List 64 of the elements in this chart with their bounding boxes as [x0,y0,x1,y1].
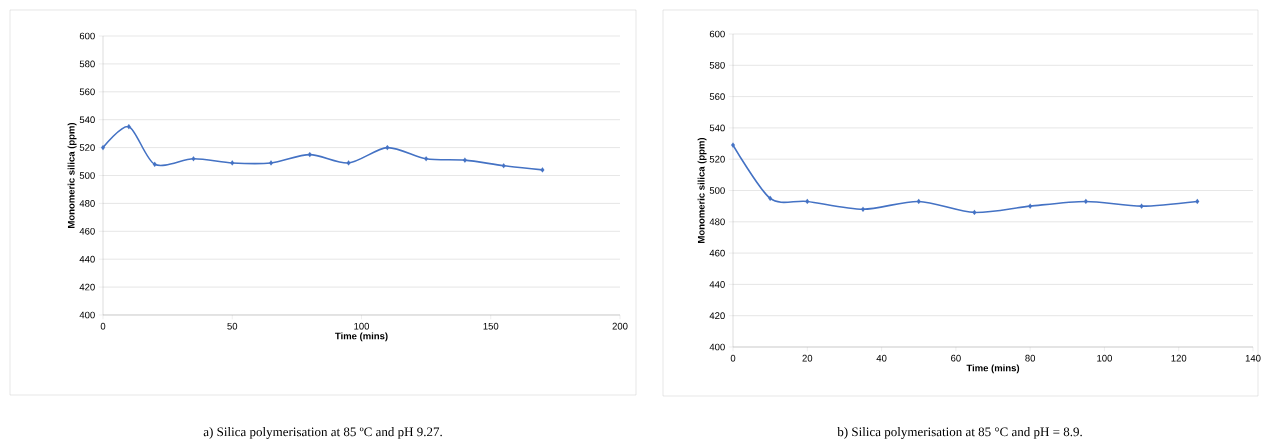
y-tick-label: 400 [709,343,725,351]
x-tick-label: 150 [483,322,499,330]
y-tick-label: 560 [79,88,95,96]
y-tick-label: 400 [79,311,95,319]
point [462,157,467,163]
point [540,167,545,173]
y-tick-label: 520 [709,155,725,163]
point [972,209,977,216]
y-tick-label: 500 [709,187,725,194]
point [916,198,921,205]
y-tick-label: 480 [709,218,725,226]
point [126,124,131,130]
point [861,206,866,212]
x-tick-label: 120 [1171,354,1187,362]
y-tick-label: 600 [79,32,95,40]
text: a) Silica polymerisation at 85 ºC and pH 9.27. [203,427,442,439]
y-tick-label: 520 [79,144,95,151]
y-tick-label: 440 [709,281,725,288]
y-tick-label: 420 [79,283,95,291]
point [1028,203,1033,209]
text: b) Silica polymerisation at 85 °C and pH = 8.9. [837,427,1082,439]
y-tick-label: 460 [79,227,95,235]
point [385,144,390,151]
x-tick-label: 80 [1025,354,1036,362]
x-axis-title: Time (mins) [335,332,388,342]
x-tick-label: 20 [802,354,813,362]
y-axis-title: Monomeric silica (ppm) [697,137,707,243]
point [1083,198,1088,205]
y-tick-label: 580 [709,61,725,69]
point [424,156,429,162]
x-tick-label: 60 [951,354,961,362]
y-tick-label: 440 [79,255,95,263]
point [269,160,274,166]
point [191,156,196,162]
point [230,160,235,166]
x-tick-label: 50 [227,322,238,330]
y-tick-label: 540 [709,124,725,132]
y-tick-label: 600 [709,30,725,38]
x-tick-label: 140 [1245,354,1261,362]
point [1195,198,1200,205]
point [731,142,736,148]
y-tick-label: 500 [79,172,95,179]
y-tick-label: 540 [79,116,95,124]
x-tick-label: 100 [1097,354,1112,362]
y-tick-label: 420 [709,312,725,320]
point [1139,203,1144,209]
point [805,198,810,205]
y-tick-label: 560 [709,93,725,100]
x-axis-title: Time (mins) [966,364,1020,374]
point [307,151,312,158]
y-axis-title: Monomeric silica (ppm) [67,122,77,228]
point [768,195,773,201]
x-tick-label: 0 [100,322,106,330]
x-tick-label: 100 [354,322,370,330]
y-tick-label: 480 [79,200,95,207]
point [346,160,351,166]
point [501,163,506,169]
x-tick-label: 0 [730,354,736,362]
x-tick-label: 40 [876,354,887,362]
y-tick-label: 580 [79,60,95,68]
x-tick-label: 200 [612,322,628,330]
point [152,161,157,167]
point [100,144,106,151]
y-tick-label: 460 [709,249,725,257]
